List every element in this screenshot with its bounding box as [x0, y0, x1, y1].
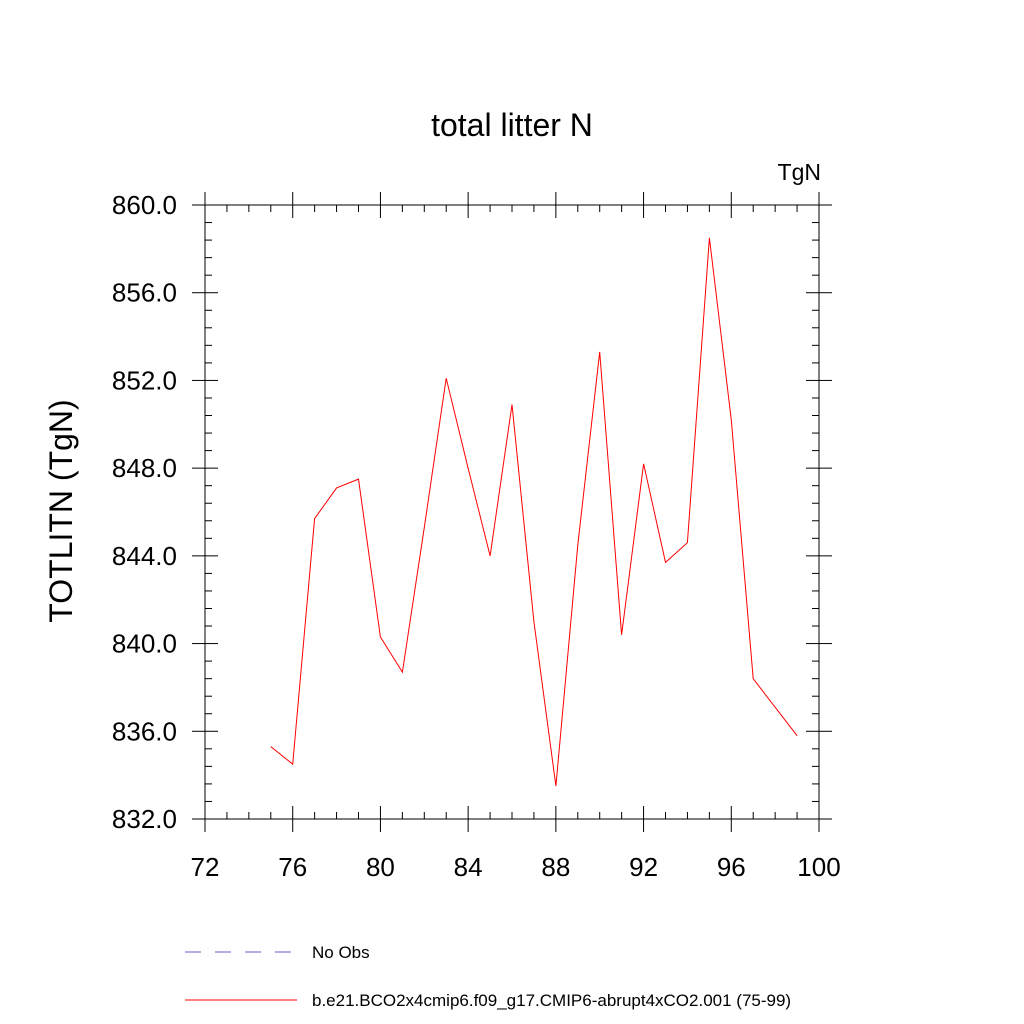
series-lines — [270, 237, 798, 787]
y-tick-label: 836.0 — [112, 716, 177, 746]
x-tick-label: 80 — [366, 852, 395, 882]
x-tick-label: 92 — [629, 852, 658, 882]
x-tick-label: 72 — [191, 852, 220, 882]
x-tick-label: 84 — [454, 852, 483, 882]
x-tick-label: 76 — [278, 852, 307, 882]
y-tick-label: 860.0 — [112, 190, 177, 220]
plot-frame — [204, 204, 820, 820]
axis-ticks — [192, 192, 832, 832]
x-tick-label: 100 — [797, 852, 840, 882]
x-tick-label: 96 — [717, 852, 746, 882]
y-tick-label: 848.0 — [112, 453, 177, 483]
y-axis-label: TOTLITN (TgN) — [43, 399, 79, 622]
y-tick-label: 852.0 — [112, 365, 177, 395]
legend-label: No Obs — [312, 943, 370, 962]
legend: No Obs b.e21.BCO2x4cmip6.f09_g17.CMIP6-ab… — [185, 943, 791, 1010]
y-tick-label: 844.0 — [112, 541, 177, 571]
legend-label: b.e21.BCO2x4cmip6.f09_g17.CMIP6-abrupt4x… — [312, 991, 791, 1010]
tick-labels: 72 76 80 84 88 92 96 100 832.0 836.0 840.0 844.0 848… — [112, 190, 841, 882]
x-tick-label: 88 — [541, 852, 570, 882]
chart-title: total litter N — [431, 107, 593, 143]
y-tick-label: 856.0 — [112, 278, 177, 308]
units-label: TgN — [778, 159, 821, 185]
y-tick-label: 840.0 — [112, 629, 177, 659]
series-line — [270, 237, 798, 787]
y-tick-label: 832.0 — [112, 804, 177, 834]
